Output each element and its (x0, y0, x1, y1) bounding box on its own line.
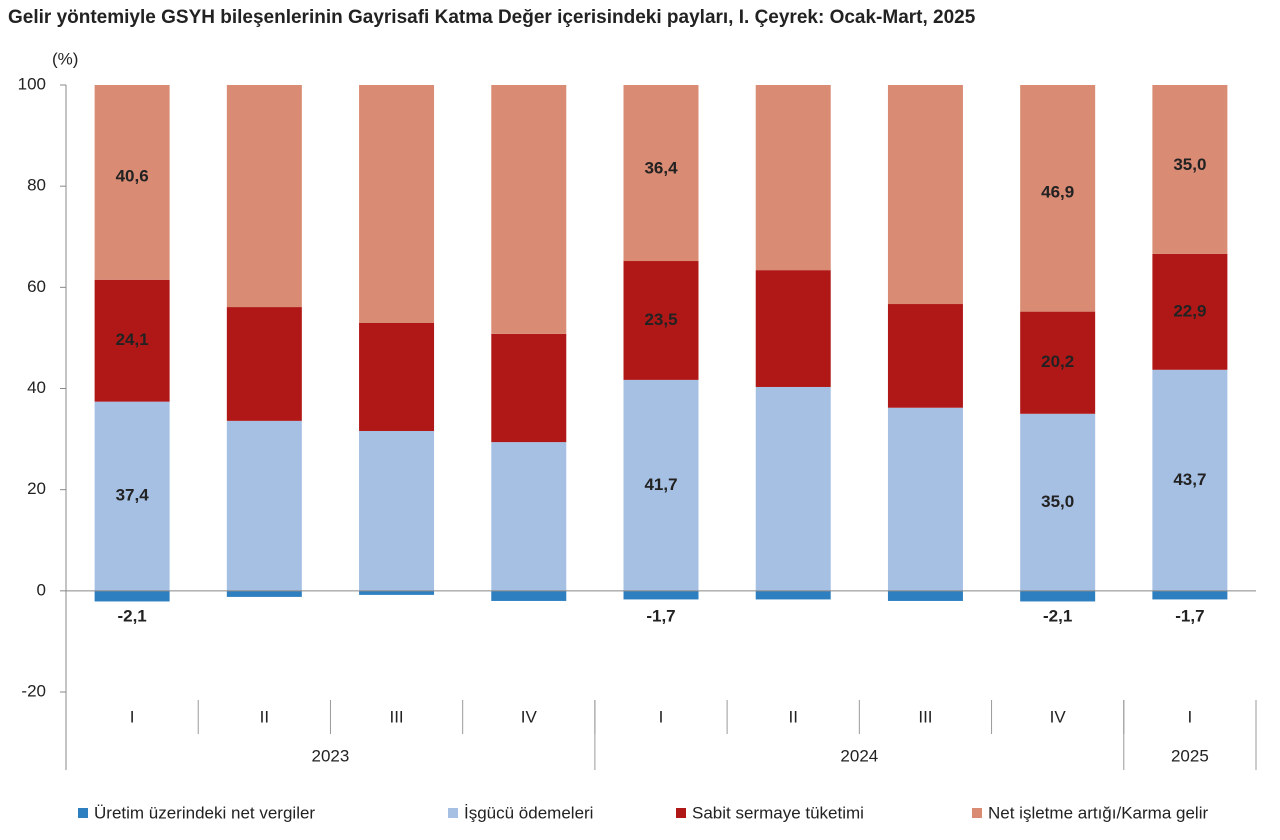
bar-segment (491, 590, 567, 601)
bar-segment (755, 386, 831, 591)
x-tick-label: I (130, 707, 135, 726)
bar-segment (1152, 590, 1228, 600)
value-label: 23,5 (644, 310, 677, 329)
value-label: 40,6 (116, 167, 149, 186)
bar-segment (491, 85, 567, 334)
bar-segment (359, 85, 435, 323)
bar-segment (226, 420, 302, 591)
value-label: 37,4 (116, 486, 150, 505)
bar-segment (1152, 253, 1228, 370)
x-tick-label: II (260, 707, 269, 726)
bar-segment (226, 307, 302, 421)
value-label: 35,0 (1173, 155, 1206, 174)
bar-segment (94, 279, 170, 402)
x-tick-label: I (1188, 707, 1193, 726)
bar-segment (1020, 311, 1096, 414)
chart-title: Gelir yöntemiyle GSYH bileşenlerinin Gay… (8, 7, 976, 28)
group-label: 2025 (1171, 746, 1209, 765)
legend-label: Net işletme artığı/Karma gelir (988, 803, 1208, 822)
value-label: 20,2 (1041, 352, 1074, 371)
value-label: 36,4 (644, 158, 678, 177)
value-label: 24,1 (116, 330, 149, 349)
plot-area (94, 85, 1228, 602)
bar-segment (623, 85, 699, 262)
bar-segment (226, 590, 302, 597)
value-label: -1,7 (1175, 606, 1204, 625)
y-tick-label: 20 (27, 479, 46, 498)
legend-swatch (676, 808, 686, 818)
bar-segment (887, 590, 963, 601)
bar-segment (94, 590, 170, 602)
legend-label: İşgücü ödemeleri (464, 803, 593, 822)
value-label: -2,1 (1043, 606, 1072, 625)
x-tick-label: IV (521, 707, 538, 726)
bar-segment (226, 85, 302, 308)
bar-segment (887, 85, 963, 305)
bar-segment (1020, 590, 1096, 602)
legend-swatch (448, 808, 458, 818)
y-tick-label: 40 (27, 378, 46, 397)
bar-segment (1020, 85, 1096, 312)
y-tick-label: 60 (27, 277, 46, 296)
value-label: 46,9 (1041, 182, 1074, 201)
value-label: 41,7 (644, 475, 677, 494)
bar-segment (359, 430, 435, 591)
value-label: -2,1 (117, 606, 146, 625)
value-label: 35,0 (1041, 492, 1074, 511)
x-tick-label: II (788, 707, 797, 726)
bar-segment (755, 590, 831, 600)
y-tick-label: 0 (37, 580, 46, 599)
y-tick-label: 100 (18, 74, 46, 93)
y-tick-label: -20 (21, 681, 46, 700)
bar-segment (94, 85, 170, 280)
bar-segment (94, 401, 170, 591)
x-tick-label: I (659, 707, 664, 726)
legend-swatch (78, 808, 88, 818)
bar-segment (359, 322, 435, 431)
x-tick-label: IV (1050, 707, 1067, 726)
legend-swatch (972, 808, 982, 818)
value-label: 43,7 (1173, 470, 1206, 489)
x-tick-label: III (389, 707, 403, 726)
bar-segment (887, 304, 963, 408)
bar-segment (623, 379, 699, 591)
bar-segment (359, 590, 435, 595)
legend-label: Üretim üzerindeki net vergiler (94, 803, 315, 822)
bar-segment (491, 442, 567, 591)
group-label: 2024 (840, 746, 878, 765)
bar-segment (623, 261, 699, 380)
bar-segment (887, 407, 963, 591)
bar-segment (1152, 369, 1228, 591)
y-axis-label: (%) (52, 49, 78, 68)
bar-segment (755, 85, 831, 271)
legend-label: Sabit sermaye tüketimi (692, 803, 864, 822)
bar-segment (755, 270, 831, 387)
bar-segment (491, 333, 567, 443)
group-label: 2023 (312, 746, 350, 765)
x-tick-label: III (918, 707, 932, 726)
value-label: 22,9 (1173, 301, 1206, 320)
bar-segment (1020, 413, 1096, 591)
bar-segment (1152, 85, 1228, 254)
bar-segment (623, 590, 699, 600)
y-tick-label: 80 (27, 176, 46, 195)
value-label: -1,7 (646, 606, 675, 625)
